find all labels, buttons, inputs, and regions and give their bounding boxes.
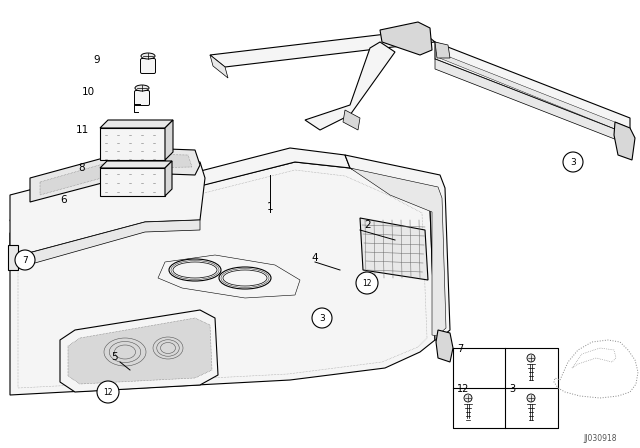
- Text: 10: 10: [81, 87, 95, 97]
- Polygon shape: [437, 52, 625, 133]
- Polygon shape: [345, 155, 450, 340]
- Text: 12: 12: [362, 279, 372, 288]
- Circle shape: [356, 272, 378, 294]
- Polygon shape: [436, 330, 453, 362]
- Text: 9: 9: [93, 55, 100, 65]
- Polygon shape: [343, 110, 360, 130]
- Text: 7: 7: [22, 255, 28, 264]
- Polygon shape: [10, 162, 435, 395]
- Circle shape: [312, 308, 332, 328]
- Text: 11: 11: [76, 125, 88, 135]
- Polygon shape: [10, 160, 205, 258]
- Polygon shape: [100, 120, 173, 128]
- Text: 3: 3: [319, 314, 325, 323]
- Ellipse shape: [141, 53, 155, 59]
- Polygon shape: [435, 42, 630, 135]
- Polygon shape: [305, 42, 395, 130]
- Text: 2: 2: [365, 220, 371, 230]
- Text: 3: 3: [570, 158, 576, 167]
- Polygon shape: [10, 220, 200, 270]
- Circle shape: [527, 394, 535, 402]
- Polygon shape: [8, 245, 18, 270]
- FancyBboxPatch shape: [134, 90, 150, 105]
- Polygon shape: [380, 22, 432, 55]
- Text: 12: 12: [457, 384, 469, 394]
- Circle shape: [464, 394, 472, 402]
- Text: 5: 5: [112, 352, 118, 362]
- Circle shape: [563, 152, 583, 172]
- Circle shape: [527, 354, 535, 362]
- Text: 1: 1: [267, 202, 273, 212]
- Text: 3: 3: [509, 384, 515, 394]
- Circle shape: [15, 250, 35, 270]
- Polygon shape: [165, 161, 172, 196]
- Polygon shape: [60, 310, 218, 392]
- Text: JJ030918: JJ030918: [583, 434, 617, 443]
- Polygon shape: [210, 30, 435, 67]
- Polygon shape: [10, 148, 350, 233]
- Circle shape: [97, 381, 119, 403]
- Polygon shape: [100, 161, 172, 168]
- Polygon shape: [435, 42, 450, 58]
- Polygon shape: [165, 120, 173, 160]
- Polygon shape: [40, 154, 192, 195]
- Polygon shape: [100, 168, 165, 196]
- Polygon shape: [100, 128, 165, 160]
- Polygon shape: [614, 122, 635, 160]
- Text: 8: 8: [79, 163, 85, 173]
- FancyBboxPatch shape: [141, 59, 156, 73]
- Polygon shape: [360, 218, 428, 280]
- Text: 12: 12: [103, 388, 113, 396]
- Polygon shape: [350, 168, 446, 336]
- Ellipse shape: [135, 85, 149, 91]
- Polygon shape: [435, 59, 630, 145]
- Polygon shape: [68, 318, 212, 384]
- Text: 6: 6: [61, 195, 67, 205]
- Polygon shape: [30, 148, 200, 202]
- Text: 4: 4: [312, 253, 318, 263]
- Polygon shape: [210, 55, 228, 78]
- Text: 7: 7: [457, 344, 463, 354]
